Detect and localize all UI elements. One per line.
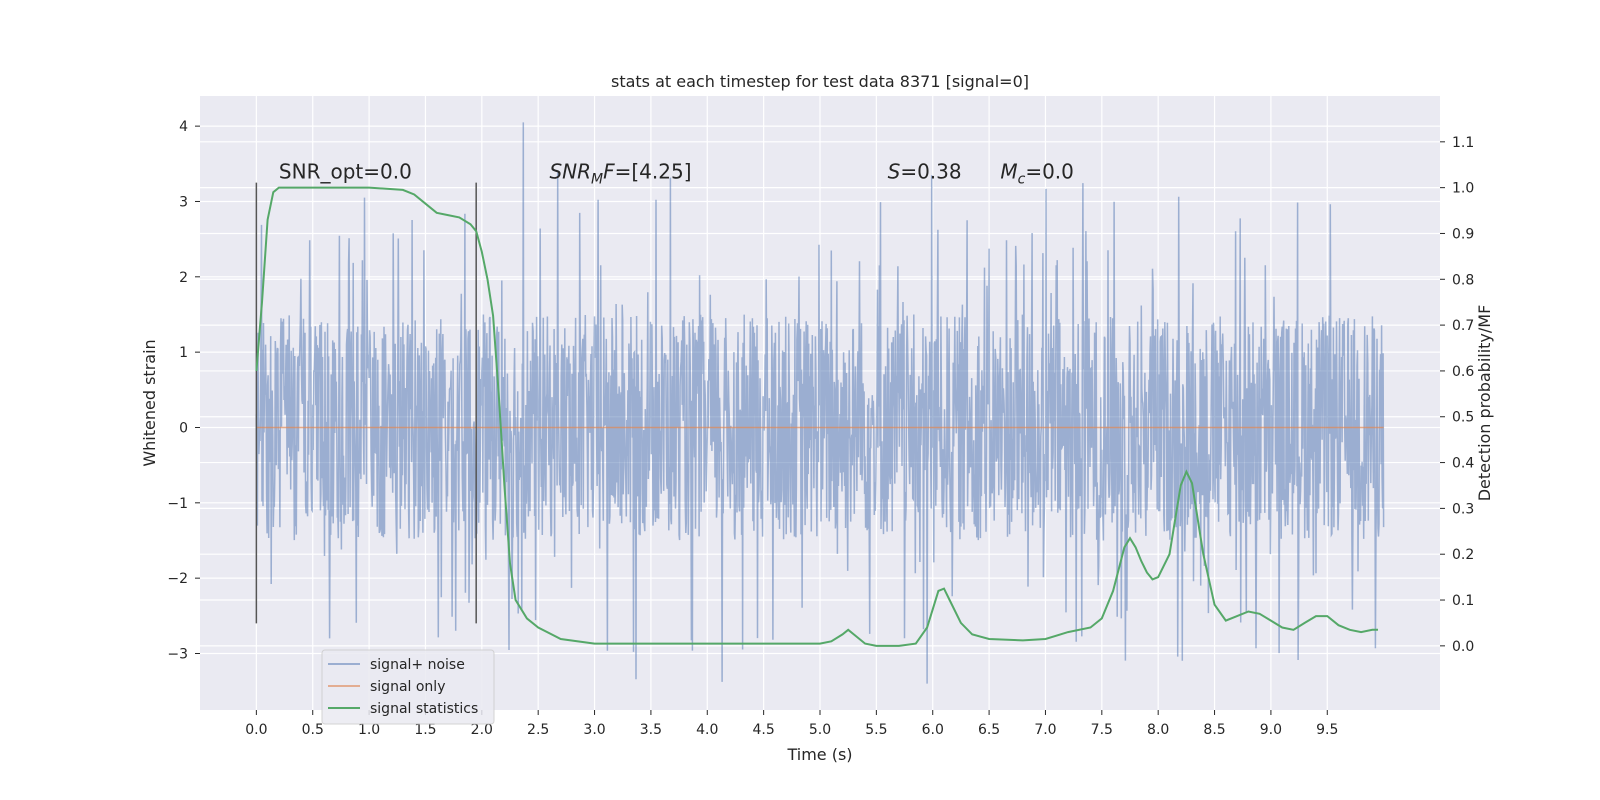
legend-label-signal-only: signal only: [370, 679, 445, 695]
x-tick-label: 0.5: [302, 722, 324, 738]
y-tick-label: 4: [179, 119, 188, 135]
x-tick-label: 3.5: [640, 722, 662, 738]
x-tick-label: 0.0: [245, 722, 267, 738]
y-tick-label: −1: [167, 496, 188, 512]
annotation: SNR_opt=0.0: [279, 159, 412, 183]
x-tick-label: 4.5: [753, 722, 775, 738]
y-tick-label: 0: [179, 420, 188, 436]
y2-tick-label: 1.0: [1452, 181, 1474, 197]
y2-tick-label: 0.9: [1452, 226, 1474, 242]
legend-label-signal-noise: signal+ noise: [370, 657, 465, 673]
x-tick-label: 5.5: [865, 722, 887, 738]
x-axis-label: Time (s): [786, 745, 852, 764]
annotations: SNR_opt=0.0 SNRMF=[4.25] S=0.38 Mc=0.0: [279, 159, 1074, 187]
x-tick-label: 2.0: [471, 722, 493, 738]
x-tick-label: 4.0: [696, 722, 718, 738]
x-axis-ticks: 0.0 0.5 1.0 1.5 2.0 2.5 3.0 3.5 4.0 4.5 5.0 5.5 6.0 6…: [245, 710, 1338, 738]
y2-tick-label: 1.1: [1452, 135, 1474, 151]
x-tick-label: 7.5: [1091, 722, 1113, 738]
legend: signal+ noise signal only signal statist…: [321, 649, 495, 725]
series-signal-statistics: [255, 186, 1378, 647]
series-signal-noise: [255, 122, 1385, 684]
annotation: Mc=0.0: [1000, 159, 1074, 187]
y-axis-ticks: −3 −2 −1 0 1 2 3 4: [167, 119, 200, 662]
vertical-markers: [255, 182, 477, 624]
annotation: SNRMF=[4.25]: [549, 159, 691, 187]
x-tick-label: 8.0: [1147, 722, 1169, 738]
x-tick-label: 9.5: [1316, 722, 1338, 738]
y-tick-label: −2: [167, 571, 188, 587]
x-tick-label: 7.0: [1034, 722, 1056, 738]
x-tick-label: 5.0: [809, 722, 831, 738]
x-tick-label: 9.0: [1260, 722, 1282, 738]
y2-tick-label: 0.5: [1452, 410, 1474, 426]
series-line-signal-noise: [255, 122, 1385, 684]
x-tick-label: 1.5: [414, 722, 436, 738]
chart-title: stats at each timestep for test data 837…: [611, 72, 1029, 91]
y2-tick-label: 0.4: [1452, 456, 1474, 472]
annotation: S=0.38: [888, 159, 962, 183]
legend-box: [321, 649, 495, 725]
y2-tick-label: 0.1: [1452, 593, 1474, 609]
y-tick-label: 1: [179, 345, 188, 361]
y-tick-label: 3: [179, 194, 188, 210]
legend-label-signal-statistics: signal statistics: [370, 701, 478, 717]
y2-tick-label: 0.6: [1452, 364, 1474, 380]
y2-axis-label: Detection probability/MF: [1475, 305, 1494, 502]
y2-tick-label: 0.8: [1452, 272, 1474, 288]
y2-tick-label: 0.3: [1452, 501, 1474, 517]
x-tick-label: 6.5: [978, 722, 1000, 738]
y2-tick-label: 0.0: [1452, 639, 1474, 655]
y2-tick-label: 0.2: [1452, 547, 1474, 563]
x-tick-label: 8.5: [1203, 722, 1225, 738]
y-tick-label: 2: [179, 270, 188, 286]
series-line-signal-statistics: [255, 186, 1378, 647]
x-tick-label: 1.0: [358, 722, 380, 738]
x-tick-label: 2.5: [527, 722, 549, 738]
y2-tick-label: 0.7: [1452, 318, 1474, 334]
y-tick-label: −3: [167, 646, 188, 662]
x-tick-label: 6.0: [922, 722, 944, 738]
y2-axis-ticks: 0.0 0.1 0.2 0.3 0.4 0.5 0.6 0.7 0.8 0.9 1.0 1.1: [1440, 135, 1474, 655]
x-tick-label: 3.0: [583, 722, 605, 738]
y-axis-label: Whitened strain: [140, 339, 159, 466]
